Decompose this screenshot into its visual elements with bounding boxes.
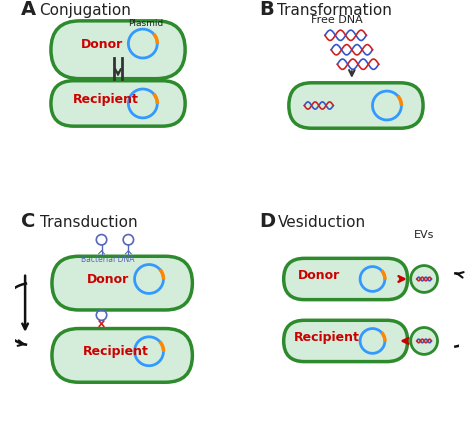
FancyBboxPatch shape [289,83,423,128]
FancyBboxPatch shape [51,21,185,79]
Text: Transduction: Transduction [39,216,137,230]
Text: Vesiduction: Vesiduction [277,216,365,230]
Text: Conjugation: Conjugation [39,3,131,18]
FancyBboxPatch shape [51,81,185,126]
Text: Recipient: Recipient [73,93,138,106]
Text: D: D [259,213,275,232]
Text: Plasmid: Plasmid [128,19,164,28]
Text: Donor: Donor [87,273,129,286]
FancyBboxPatch shape [283,258,408,300]
FancyBboxPatch shape [52,329,192,382]
Text: Transformation: Transformation [277,3,392,18]
Text: C: C [21,213,36,232]
Text: Recipient: Recipient [294,331,360,344]
FancyBboxPatch shape [52,256,192,310]
Text: Donor: Donor [298,269,340,282]
Circle shape [410,327,438,354]
Text: Donor: Donor [81,38,123,51]
Text: EVs: EVs [414,230,434,240]
Text: B: B [259,0,273,19]
Circle shape [410,266,438,292]
Text: Recipient: Recipient [83,346,149,359]
Text: A: A [21,0,36,19]
FancyBboxPatch shape [283,320,408,362]
Text: Free DNA: Free DNA [310,15,362,25]
Text: Bacterial DNA: Bacterial DNA [81,255,134,264]
